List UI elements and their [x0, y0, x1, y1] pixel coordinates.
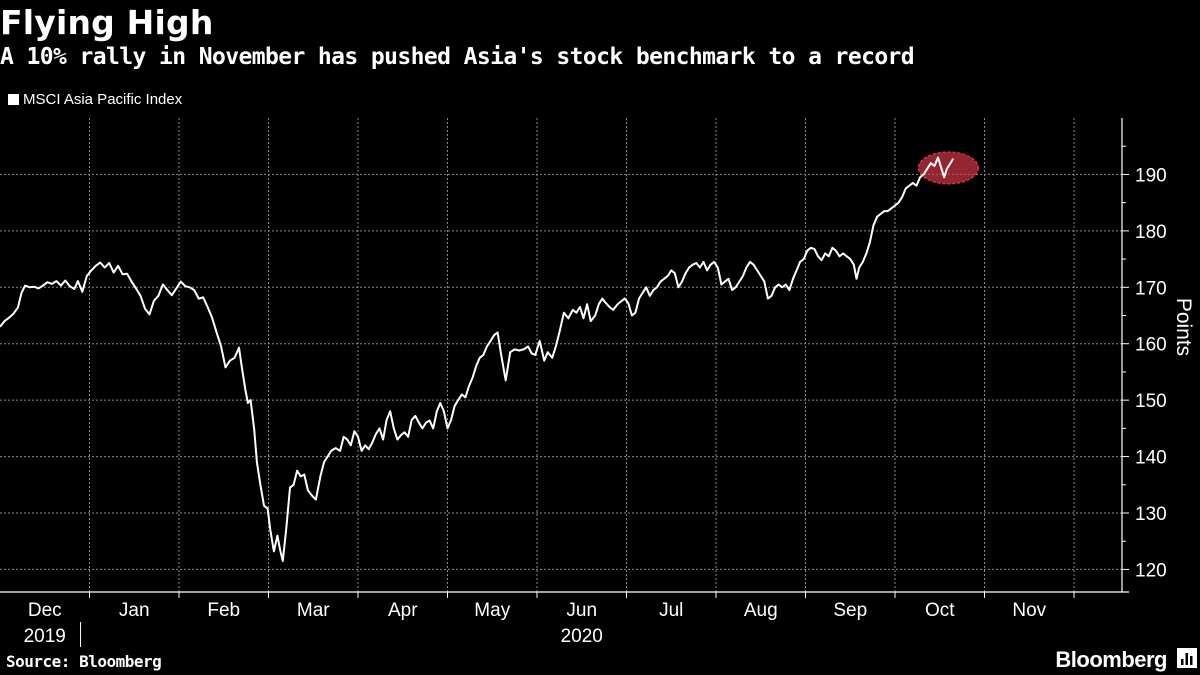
- x-tick-label: Dec: [28, 600, 62, 621]
- x-tick-label: Mar: [297, 600, 330, 621]
- series-layer: [0, 156, 955, 562]
- y-tick-label: 120: [1135, 560, 1167, 581]
- x-tick-label: Sep: [833, 600, 867, 621]
- y-tick-label: 130: [1135, 504, 1167, 525]
- bloomberg-terminal-icon: [1177, 648, 1197, 668]
- y-tick-label: 180: [1135, 222, 1167, 243]
- x-tick-label: Jul: [659, 600, 683, 621]
- chart-subtitle: A 10% rally in November has pushed Asia'…: [0, 44, 915, 70]
- x-tick-label: Apr: [388, 600, 418, 621]
- axes: [0, 118, 1129, 647]
- y-tick-label: 160: [1135, 335, 1167, 356]
- x-tick-label: Nov: [1012, 600, 1046, 621]
- legend: MSCI Asia Pacific Index: [8, 91, 182, 108]
- y-tick-label: 150: [1135, 391, 1167, 412]
- x-tick-label: Oct: [925, 600, 955, 621]
- year-label: 2019: [24, 626, 66, 647]
- x-tick-label: May: [474, 600, 510, 621]
- x-tick-label: Jun: [566, 600, 597, 621]
- x-tick-label: Feb: [207, 600, 240, 621]
- y-tick-label: 170: [1135, 278, 1167, 299]
- bar-chart-icon: [1177, 648, 1197, 668]
- tick-labels: 120 130 140 150 160 170 180 190 Dec Jan Feb Mar Apr M…: [24, 165, 1195, 647]
- y-tick-label: 140: [1135, 448, 1167, 469]
- y-tick-label: 190: [1135, 165, 1167, 186]
- grid: [0, 118, 1122, 592]
- year-label: 2020: [561, 626, 603, 647]
- legend-label: MSCI Asia Pacific Index: [23, 91, 183, 108]
- x-tick-label: Aug: [744, 600, 778, 621]
- x-tick-label: Jan: [119, 600, 150, 621]
- chart-title: Flying High: [0, 3, 214, 42]
- series-line-0: [0, 156, 955, 562]
- y-axis-title: Points: [1172, 298, 1195, 356]
- source-note: Source: Bloomberg: [6, 652, 162, 671]
- brand-logo: Bloomberg: [1055, 647, 1167, 672]
- legend-swatch: [8, 94, 19, 105]
